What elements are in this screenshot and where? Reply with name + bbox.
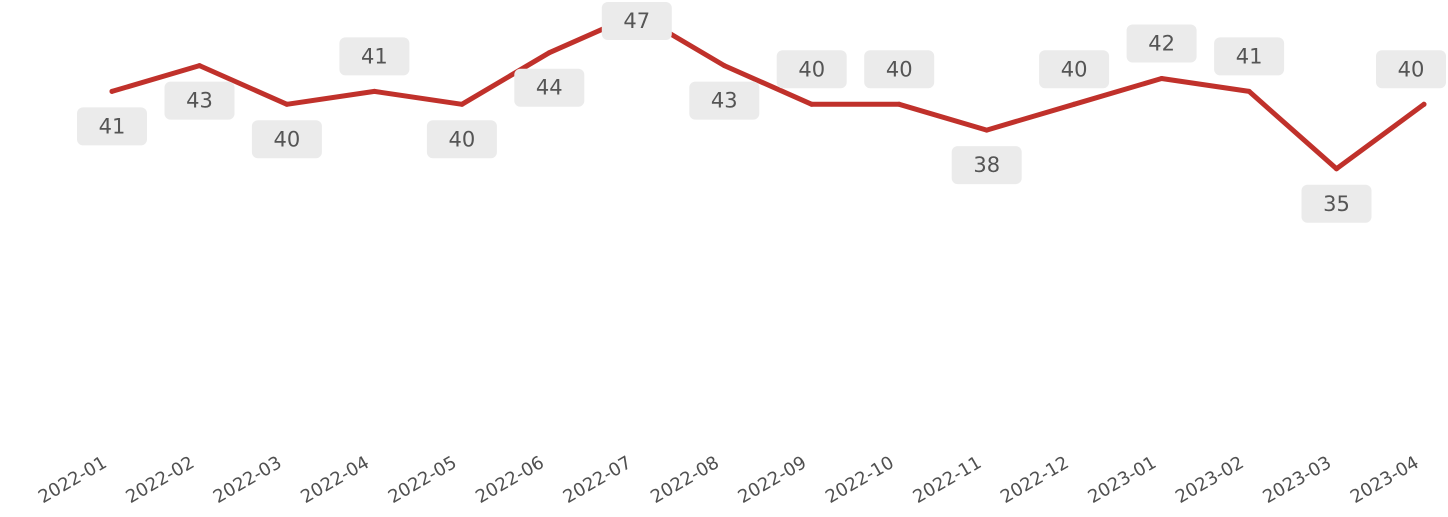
- data-label: 43: [689, 82, 759, 120]
- data-point: [1247, 89, 1252, 94]
- data-point: [984, 128, 989, 133]
- data-label: 41: [1214, 37, 1284, 75]
- data-point: [1334, 166, 1339, 171]
- x-tick-label: 2022-04: [297, 452, 373, 508]
- x-tick-label: 2022-08: [647, 452, 723, 508]
- data-label-text: 41: [361, 44, 388, 68]
- data-label-text: 40: [1398, 57, 1425, 81]
- data-label: 40: [427, 120, 497, 158]
- data-label: 38: [952, 146, 1022, 184]
- data-point: [722, 63, 727, 68]
- x-tick-label: 2023-01: [1084, 452, 1160, 508]
- data-point: [547, 50, 552, 55]
- data-point: [1159, 76, 1164, 81]
- x-tick-label: 2022-06: [472, 452, 548, 508]
- x-axis: 2022-01 2022-02 2022-03 2022-04 2022-05 2022-…: [35, 452, 1423, 508]
- data-label-text: 40: [449, 127, 476, 151]
- data-label-text: 43: [186, 89, 213, 113]
- data-label: 40: [864, 50, 934, 88]
- data-label: 44: [514, 69, 584, 107]
- x-tick-label: 2022-02: [122, 452, 198, 508]
- data-label-text: 41: [1236, 44, 1263, 68]
- data-label: 40: [1376, 50, 1446, 88]
- data-label: 40: [1039, 50, 1109, 88]
- data-label-text: 38: [973, 153, 1000, 177]
- data-label: 43: [165, 82, 235, 120]
- data-label-text: 40: [1061, 57, 1088, 81]
- data-label-text: 43: [711, 89, 738, 113]
- data-point: [110, 89, 115, 94]
- data-label-text: 40: [798, 57, 825, 81]
- x-tick-label: 2022-09: [735, 452, 811, 508]
- x-tick-label: 2023-02: [1172, 452, 1248, 508]
- x-tick-label: 2022-03: [210, 452, 286, 508]
- x-tick-label: 2022-11: [910, 452, 986, 508]
- data-label: 41: [77, 107, 147, 145]
- data-point: [1422, 102, 1427, 107]
- data-label-text: 44: [536, 76, 563, 100]
- data-point: [372, 89, 377, 94]
- data-label-text: 41: [99, 114, 126, 138]
- data-point: [197, 63, 202, 68]
- x-tick-label: 2022-01: [35, 452, 111, 508]
- x-tick-label: 2023-04: [1347, 452, 1423, 508]
- data-label-text: 35: [1323, 192, 1350, 216]
- data-label-text: 40: [886, 57, 913, 81]
- data-label: 40: [252, 120, 322, 158]
- data-label: 47: [602, 2, 672, 40]
- x-tick-label: 2022-05: [385, 452, 461, 508]
- data-label: 40: [777, 50, 847, 88]
- data-label-text: 40: [274, 127, 301, 151]
- data-point: [459, 102, 464, 107]
- data-point: [284, 102, 289, 107]
- data-label: 42: [1127, 25, 1197, 63]
- data-point: [1072, 102, 1077, 107]
- data-label: 41: [339, 37, 409, 75]
- data-label-text: 42: [1148, 32, 1175, 56]
- x-tick-label: 2022-07: [560, 452, 636, 508]
- x-tick-label: 2023-03: [1259, 452, 1335, 508]
- data-point: [809, 102, 814, 107]
- x-tick-label: 2022-12: [997, 452, 1073, 508]
- data-label-layer: 41 43 40 41 40 44 47 43 40 40 38 40 42 41 35 40: [77, 2, 1446, 223]
- data-point: [897, 102, 902, 107]
- x-tick-label: 2022-10: [822, 452, 898, 508]
- data-label-text: 47: [623, 9, 650, 33]
- data-label: 35: [1302, 185, 1372, 223]
